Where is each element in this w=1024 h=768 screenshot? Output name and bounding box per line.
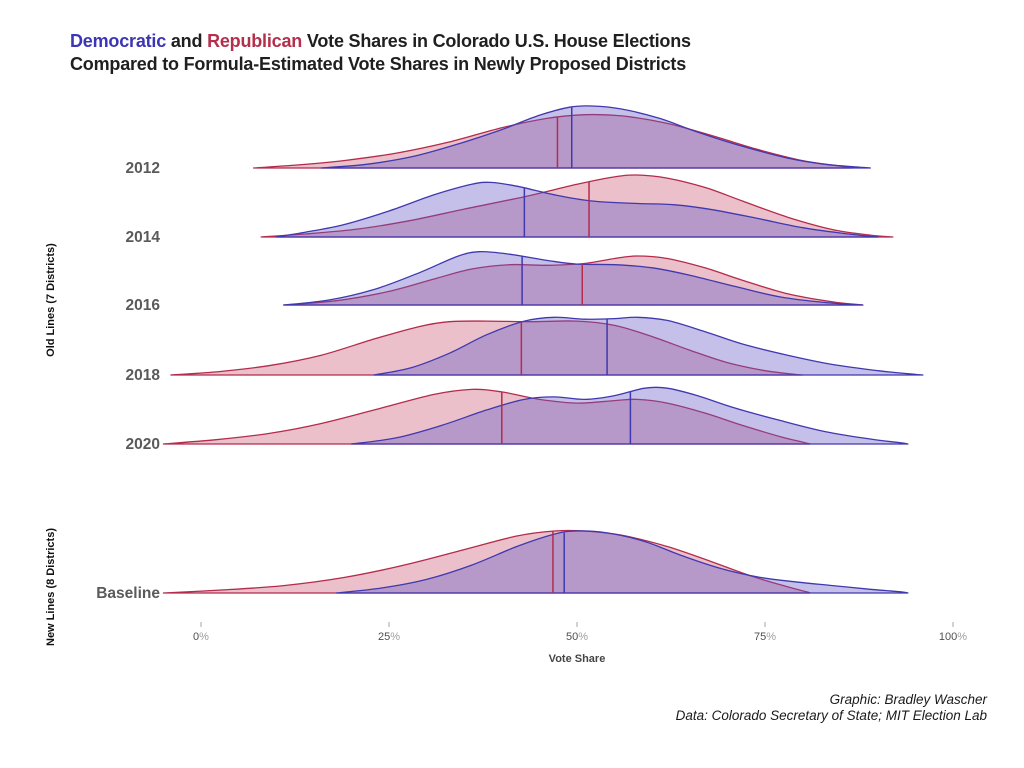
row-label-2014: 2014 xyxy=(126,229,161,246)
credit-graphic: Graphic: Bradley Wascher xyxy=(829,692,987,707)
credit-data: Data: Colorado Secretary of State; MIT E… xyxy=(675,707,987,723)
chart-title-line2: Compared to Formula-Estimated Vote Share… xyxy=(70,54,687,74)
title-republican: Republican xyxy=(207,31,303,51)
row-label-2012: 2012 xyxy=(126,160,160,177)
x-tick-label-50: 50% xyxy=(566,631,588,643)
chart-title: Democratic and Republican Vote Shares in… xyxy=(70,30,691,76)
x-tick-label-100: 100% xyxy=(939,631,967,643)
group-label-old-lines: Old Lines (7 Districts) xyxy=(45,243,57,357)
row-label-baseline: Baseline xyxy=(96,585,160,602)
density-democratic-2012 xyxy=(320,105,871,169)
group-label-new-lines: New Lines (8 Districts) xyxy=(45,528,57,646)
density-democratic-baseline xyxy=(335,530,909,594)
title-democratic: Democratic xyxy=(70,31,167,51)
density-republican-2018 xyxy=(170,320,804,376)
density-republican-2020 xyxy=(162,388,811,445)
density-democratic-2018 xyxy=(373,316,924,376)
title-and: and xyxy=(166,31,208,51)
credits: Graphic: Bradley Wascher Data: Colorado … xyxy=(676,692,987,723)
density-democratic-2016 xyxy=(283,250,864,306)
x-tick-label-0: 0% xyxy=(193,631,209,643)
density-republican-2014 xyxy=(260,174,894,238)
row-label-2016: 2016 xyxy=(126,297,161,314)
density-republican-baseline xyxy=(162,529,811,594)
x-axis-title: Vote Share xyxy=(549,653,606,665)
density-republican-2016 xyxy=(283,255,864,306)
title-rest: Vote Shares in Colorado U.S. House Elect… xyxy=(302,31,691,51)
chart-title-line1: Democratic and Republican Vote Shares in… xyxy=(70,30,691,53)
density-democratic-2014 xyxy=(275,181,879,238)
density-republican-2012 xyxy=(252,113,853,169)
x-tick-label-75: 75% xyxy=(754,631,776,643)
row-label-2018: 2018 xyxy=(126,367,161,384)
row-label-2020: 2020 xyxy=(126,436,160,453)
x-tick-label-25: 25% xyxy=(378,631,400,643)
